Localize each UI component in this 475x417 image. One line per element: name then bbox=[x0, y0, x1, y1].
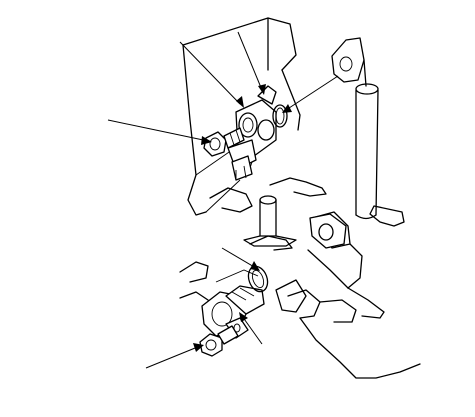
upper-mounting-bracket bbox=[182, 17, 301, 216]
lower-sensor-assembly bbox=[201, 285, 265, 339]
upper-o-ring bbox=[272, 104, 288, 128]
leader-upper-bracket-top bbox=[237, 31, 263, 91]
engine-block-outline bbox=[179, 177, 421, 379]
upper-bolt bbox=[203, 127, 245, 157]
leader-upper-bracket-top-arrowhead bbox=[258, 84, 266, 95]
leader-lower-bolt-arrowhead bbox=[193, 343, 204, 352]
leader-upper-sensor-arrowhead bbox=[236, 96, 244, 108]
upper-sensor-assembly bbox=[231, 85, 277, 169]
central-stud bbox=[243, 195, 297, 247]
leader-lower-o-ring-arrowhead bbox=[250, 261, 260, 271]
leader-lower-sensor-arrowhead bbox=[239, 312, 248, 322]
pipe-support-bracket bbox=[331, 37, 405, 227]
leader-upper-o-ring bbox=[285, 75, 339, 111]
leader-lower-o-ring bbox=[221, 247, 257, 269]
leader-lower-bolt bbox=[145, 345, 201, 369]
leader-upper-o-ring-arrowhead bbox=[282, 104, 292, 113]
leader-lower-sensor bbox=[241, 315, 263, 345]
leader-upper-bolt-arrowhead bbox=[201, 136, 212, 145]
callout-leaders bbox=[107, 31, 339, 369]
lower-mounting-bracket bbox=[275, 213, 347, 313]
leader-upper-sensor bbox=[179, 41, 241, 105]
vertical-pipe bbox=[355, 83, 379, 220]
leader-upper-bolt bbox=[107, 119, 209, 142]
lower-bolt bbox=[199, 325, 239, 357]
upper-connector bbox=[227, 139, 257, 181]
